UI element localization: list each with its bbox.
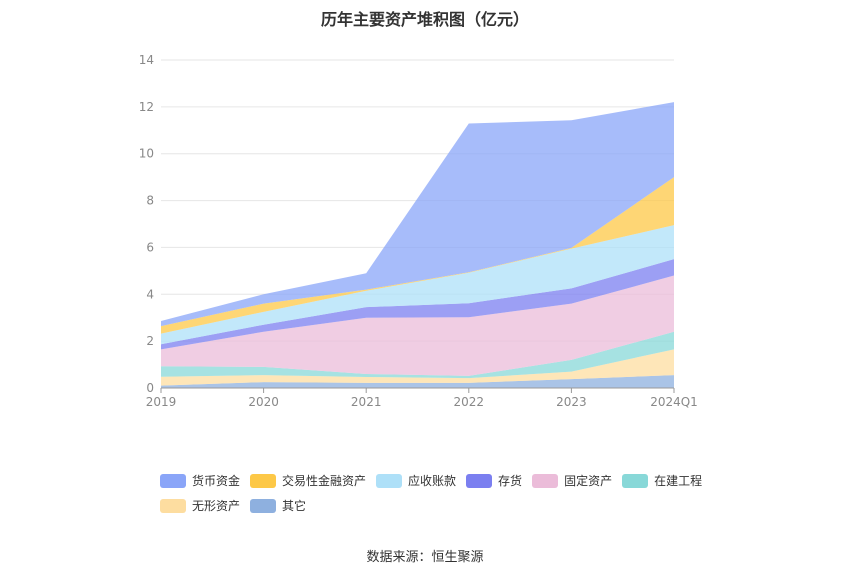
x-tick-label-0: 2019: [146, 395, 177, 409]
area-series-2: [161, 331, 674, 379]
y-tick-label-8: 8: [146, 194, 154, 208]
y-tick-label-4: 4: [146, 287, 154, 301]
legend-item-trading-financial-assets[interactable]: 交易性金融资产: [250, 472, 366, 489]
y-tick-label-6: 6: [146, 240, 154, 254]
legend-swatch-trading-financial-assets: [250, 473, 277, 488]
area-series-5: [161, 225, 674, 345]
legend-item-construction-in-progress[interactable]: 在建工程: [622, 472, 702, 489]
legend-label-accounts-receivable: 应收账款: [408, 474, 457, 488]
legend-label-other: 其它: [282, 499, 307, 513]
legend-item-inventory[interactable]: 存货: [466, 472, 522, 489]
area-series-6: [161, 177, 674, 334]
chart-title: 历年主要资产堆积图（亿元）: [320, 10, 529, 29]
stacked-area-chart: 0 2 4 6 8 10 12 14 2019 2020 2021 2022 2023 2024Q1: [139, 53, 698, 409]
area-series-7: [161, 102, 674, 327]
x-tick-label-4: 2023: [556, 395, 587, 409]
legend-label-fixed-assets: 固定资产: [564, 474, 613, 488]
legend-swatch-inventory: [466, 473, 493, 488]
legend-item-intangible-assets[interactable]: 无形资产: [160, 497, 240, 514]
legend-item-cash[interactable]: 货币资金: [160, 472, 240, 489]
chart-legend: 货币资金 交易性金融资产 应收账款 存货 固定资产 在建工程 无形资产: [160, 472, 720, 522]
legend-swatch-other: [250, 498, 277, 513]
y-tick-label-0: 0: [146, 381, 154, 395]
legend-item-other[interactable]: 其它: [250, 497, 306, 514]
y-tick-label-12: 12: [139, 100, 154, 114]
legend-item-accounts-receivable[interactable]: 应收账款: [376, 472, 456, 489]
area-series-1: [161, 349, 674, 386]
x-tick-label-5: 2024Q1: [650, 395, 698, 409]
legend-swatch-fixed-assets: [532, 473, 559, 488]
legend-row-1: 货币资金 交易性金融资产 应收账款 存货 固定资产 在建工程: [160, 472, 720, 489]
legend-swatch-intangible-assets: [160, 498, 186, 513]
legend-label-cash: 货币资金: [192, 474, 241, 488]
legend-swatch-cash: [160, 473, 186, 488]
legend-swatch-construction-in-progress: [622, 473, 649, 488]
area-series-4: [161, 259, 674, 350]
legend-label-trading-financial-assets: 交易性金融资产: [282, 474, 367, 488]
y-tick-label-14: 14: [139, 53, 154, 67]
legend-row-2: 无形资产 其它: [160, 497, 720, 514]
legend-label-construction-in-progress: 在建工程: [654, 474, 703, 488]
area-series-3: [161, 275, 674, 376]
legend-label-inventory: 存货: [498, 474, 523, 488]
legend-label-intangible-assets: 无形资产: [192, 499, 241, 513]
area-series-0: [161, 375, 674, 388]
x-tick-label-2: 2021: [351, 395, 382, 409]
legend-swatch-accounts-receivable: [376, 473, 403, 488]
data-source: 数据来源：恒生聚源: [366, 550, 484, 565]
y-tick-label-2: 2: [146, 334, 154, 348]
legend-item-fixed-assets[interactable]: 固定资产: [532, 472, 612, 489]
x-tick-label-3: 2022: [454, 395, 485, 409]
x-tick-label-1: 2020: [248, 395, 279, 409]
y-tick-label-10: 10: [139, 147, 154, 161]
